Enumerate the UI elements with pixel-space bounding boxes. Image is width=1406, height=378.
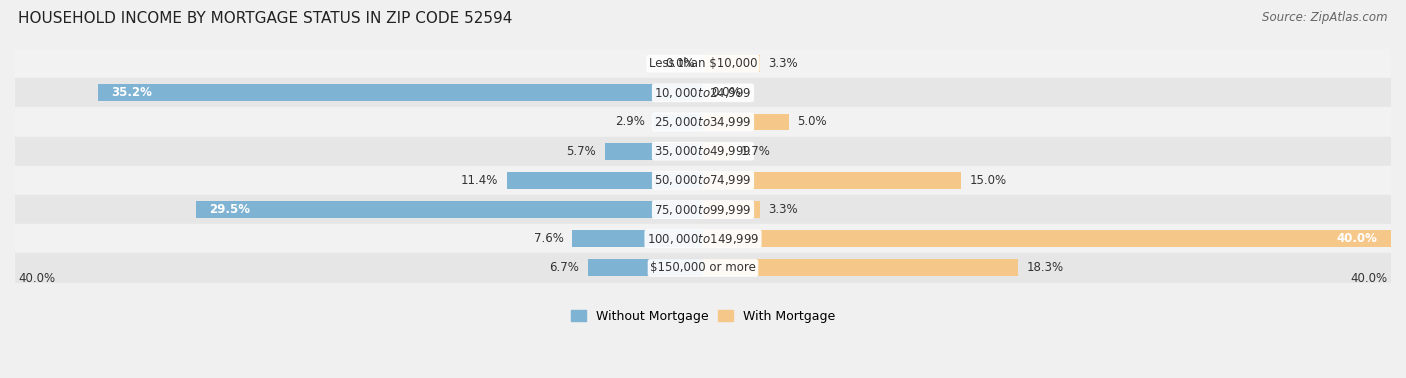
Text: 3.3%: 3.3% xyxy=(768,57,799,70)
Text: 2.9%: 2.9% xyxy=(614,116,644,129)
Text: 40.0%: 40.0% xyxy=(1336,232,1378,245)
Bar xyxy=(703,230,1391,247)
Text: 40.0%: 40.0% xyxy=(1350,273,1388,285)
Bar xyxy=(97,84,703,101)
Bar xyxy=(15,136,1391,166)
Bar xyxy=(703,55,759,72)
Bar xyxy=(703,172,960,189)
Text: 1.7%: 1.7% xyxy=(741,145,770,158)
Text: 18.3%: 18.3% xyxy=(1026,262,1063,274)
Text: $100,000 to $149,999: $100,000 to $149,999 xyxy=(647,232,759,246)
Bar xyxy=(654,113,703,130)
Text: 15.0%: 15.0% xyxy=(970,174,1007,187)
Bar xyxy=(15,49,1391,78)
Text: $35,000 to $49,999: $35,000 to $49,999 xyxy=(654,144,752,158)
Text: 40.0%: 40.0% xyxy=(18,273,56,285)
Text: 11.4%: 11.4% xyxy=(461,174,498,187)
Bar xyxy=(15,107,1391,136)
Bar xyxy=(703,113,789,130)
Text: 29.5%: 29.5% xyxy=(209,203,250,216)
Text: HOUSEHOLD INCOME BY MORTGAGE STATUS IN ZIP CODE 52594: HOUSEHOLD INCOME BY MORTGAGE STATUS IN Z… xyxy=(18,11,513,26)
Bar xyxy=(605,143,703,160)
Text: Less than $10,000: Less than $10,000 xyxy=(648,57,758,70)
Bar xyxy=(15,166,1391,195)
Text: $50,000 to $74,999: $50,000 to $74,999 xyxy=(654,174,752,187)
Text: $10,000 to $24,999: $10,000 to $24,999 xyxy=(654,86,752,100)
Bar xyxy=(15,224,1391,253)
Text: 5.0%: 5.0% xyxy=(797,116,827,129)
Bar xyxy=(703,143,733,160)
Bar xyxy=(703,201,759,218)
Text: 0.0%: 0.0% xyxy=(711,86,741,99)
Text: Source: ZipAtlas.com: Source: ZipAtlas.com xyxy=(1263,11,1388,24)
Text: 0.0%: 0.0% xyxy=(665,57,695,70)
Text: $75,000 to $99,999: $75,000 to $99,999 xyxy=(654,203,752,217)
Text: $150,000 or more: $150,000 or more xyxy=(650,262,756,274)
Text: 7.6%: 7.6% xyxy=(534,232,564,245)
Text: $25,000 to $34,999: $25,000 to $34,999 xyxy=(654,115,752,129)
Bar xyxy=(15,78,1391,107)
Text: 3.3%: 3.3% xyxy=(768,203,799,216)
Bar xyxy=(588,259,703,276)
Bar xyxy=(195,201,703,218)
Bar xyxy=(703,259,1018,276)
Text: 6.7%: 6.7% xyxy=(550,262,579,274)
Text: 35.2%: 35.2% xyxy=(111,86,152,99)
Bar xyxy=(15,253,1391,282)
Bar xyxy=(15,195,1391,224)
Bar xyxy=(572,230,703,247)
Bar xyxy=(508,172,703,189)
Legend: Without Mortgage, With Mortgage: Without Mortgage, With Mortgage xyxy=(565,305,841,328)
Text: 5.7%: 5.7% xyxy=(567,145,596,158)
